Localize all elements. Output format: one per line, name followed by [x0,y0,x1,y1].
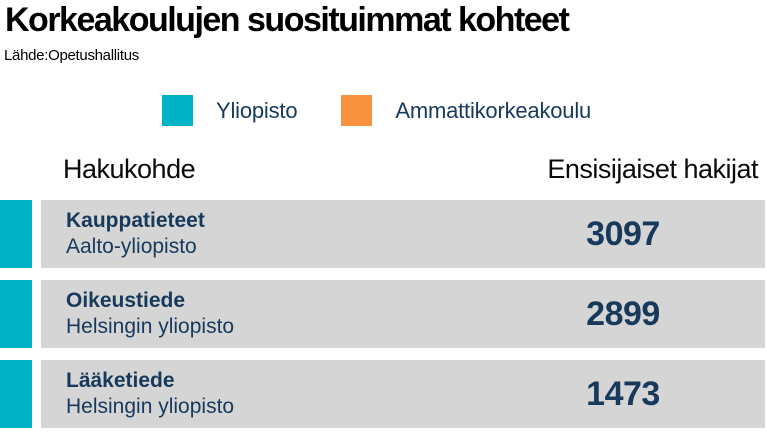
category-color-indicator [0,280,32,348]
column-header-ensisijaiset-hakijat: Ensisijaiset hakijat [547,154,758,184]
table-row: Lääketiede Helsingin yliopisto 1473 [0,360,767,428]
ammattikorkeakoulu-color-swatch [341,95,373,126]
source-attribution: Lähde:Opetushallitus [4,47,139,64]
row-applicant-count: 2899 [586,294,660,333]
page-title: Korkeakoulujen suosituimmat kohteet [5,1,570,39]
legend-item-ammattikorkeakoulu: Ammattikorkeakoulu [341,95,591,126]
column-header-hakukohde: Hakukohde [63,154,196,184]
legend: Yliopisto Ammattikorkeakoulu [162,95,591,126]
table-header: Hakukohde Ensisijaiset hakijat [0,154,767,190]
category-color-indicator [0,360,32,428]
row-institution-name: Helsingin yliopisto [66,315,235,338]
yliopisto-color-swatch [162,95,193,126]
row-text: Kauppatieteet Aalto-yliopisto [66,208,205,260]
row-body: Lääketiede Helsingin yliopisto 1473 [41,360,765,428]
row-body: Kauppatieteet Aalto-yliopisto 3097 [41,200,765,268]
legend-item-yliopisto: Yliopisto [162,95,298,126]
row-programme-name: Oikeustiede [66,289,186,312]
row-programme-name: Lääketiede [66,369,175,392]
table-rows: Kauppatieteet Aalto-yliopisto 3097 Oikeu… [0,200,767,440]
row-programme-name: Kauppatieteet [66,209,205,232]
row-body: Oikeustiede Helsingin yliopisto 2899 [41,280,765,348]
table-row: Kauppatieteet Aalto-yliopisto 3097 [0,200,767,268]
row-institution-name: Helsingin yliopisto [66,395,235,418]
row-text: Lääketiede Helsingin yliopisto [66,368,234,420]
legend-label-ammattikorkeakoulu: Ammattikorkeakoulu [395,97,592,123]
row-institution-name: Aalto-yliopisto [66,235,197,258]
category-color-indicator [0,200,32,268]
row-applicant-count: 1473 [586,374,660,413]
row-applicant-count: 3097 [586,214,660,253]
table-row: Oikeustiede Helsingin yliopisto 2899 [0,280,767,348]
legend-label-yliopisto: Yliopisto [216,97,298,123]
row-text: Oikeustiede Helsingin yliopisto [66,288,234,340]
